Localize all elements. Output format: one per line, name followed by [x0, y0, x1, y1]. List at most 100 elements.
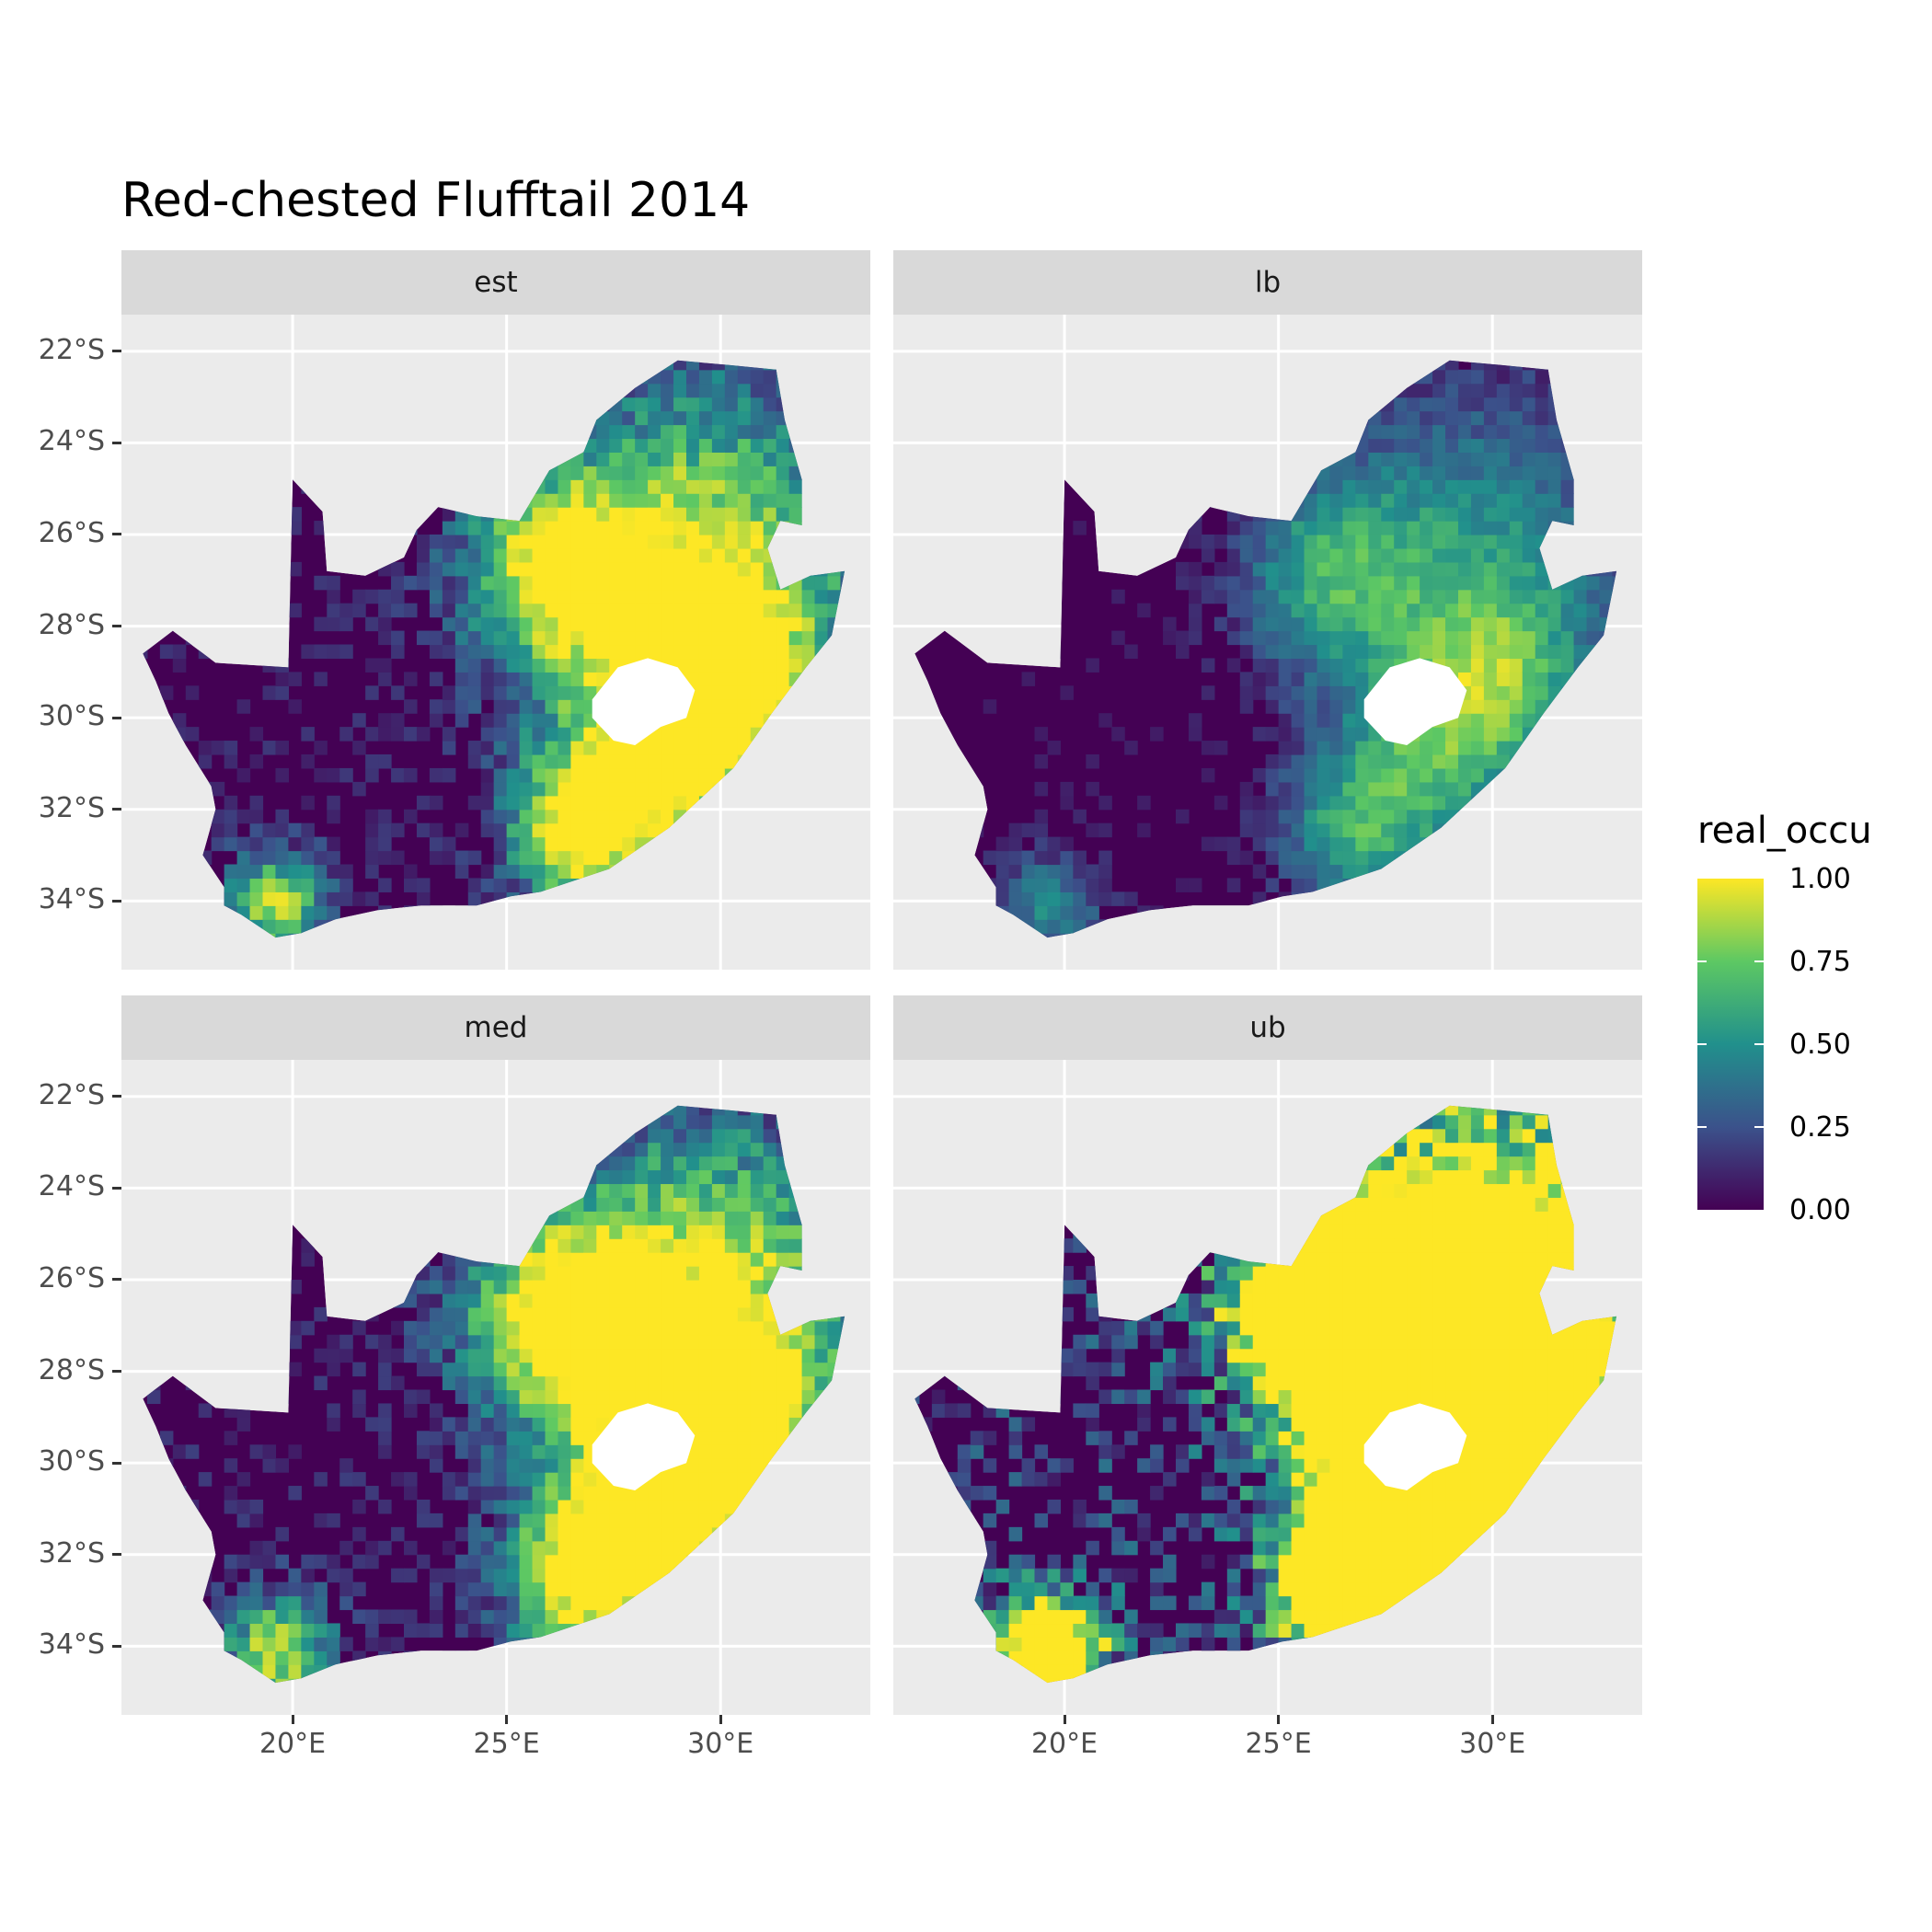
- raster-cell: [673, 1609, 687, 1625]
- raster-cell: [301, 360, 315, 371]
- raster-cell: [391, 603, 405, 618]
- raster-cell: [1586, 713, 1601, 728]
- raster-cell: [685, 1512, 700, 1528]
- raster-cell: [840, 466, 845, 480]
- raster-cell: [1612, 630, 1617, 646]
- raster-cell: [1226, 850, 1241, 866]
- raster-cell: [558, 1637, 571, 1651]
- raster-cell: [931, 1142, 946, 1157]
- raster-cell: [1368, 616, 1382, 632]
- raster-cell: [827, 1540, 842, 1556]
- raster-cell: [1239, 547, 1254, 563]
- raster-cell: [801, 1211, 816, 1225]
- raster-cell: [737, 1581, 752, 1597]
- raster-cell: [648, 603, 661, 618]
- raster-cell: [1188, 878, 1202, 892]
- raster-cell: [622, 1306, 636, 1322]
- raster-cell: [698, 1211, 713, 1225]
- raster-cell: [1407, 575, 1420, 591]
- raster-cell: [1317, 521, 1331, 535]
- raster-cell: [1586, 521, 1601, 535]
- raster-cell: [763, 781, 777, 797]
- raster-cell: [1329, 767, 1343, 783]
- raster-cell: [339, 1183, 353, 1198]
- raster-cell: [673, 1472, 687, 1487]
- raster-cell: [1612, 836, 1617, 852]
- raster-cell: [1239, 507, 1254, 522]
- raster-cell: [249, 1540, 264, 1556]
- raster-cell: [1483, 767, 1498, 783]
- raster-cell: [853, 1541, 867, 1556]
- raster-cell: [724, 1499, 739, 1514]
- raster-cell: [853, 1280, 867, 1294]
- raster-cell: [570, 753, 584, 769]
- raster-cell: [1086, 822, 1099, 838]
- raster-cell: [685, 466, 700, 480]
- raster-cell: [570, 1472, 584, 1487]
- raster-cell: [250, 342, 264, 357]
- raster-cell: [493, 452, 508, 466]
- raster-cell: [827, 369, 842, 385]
- raster-cell: [840, 493, 845, 508]
- raster-cell: [673, 1637, 687, 1651]
- raster-cell: [1342, 424, 1356, 440]
- raster-cell: [173, 1087, 187, 1102]
- raster-cell: [442, 616, 456, 632]
- raster-cell: [827, 1431, 842, 1445]
- raster-cell: [711, 1238, 726, 1253]
- raster-cell: [480, 1581, 495, 1597]
- raster-cell: [1625, 796, 1639, 811]
- raster-cell: [275, 878, 290, 892]
- raster-cell: [1522, 850, 1536, 866]
- raster-cell: [506, 781, 521, 797]
- raster-cell: [1457, 933, 1472, 938]
- raster-cell: [931, 727, 946, 742]
- raster-cell: [840, 1637, 845, 1651]
- raster-cell: [1175, 507, 1190, 522]
- raster-cell: [827, 397, 842, 412]
- raster-cell: [454, 479, 469, 494]
- raster-cell: [583, 878, 597, 892]
- raster-cell: [1432, 383, 1446, 398]
- raster-cell: [1291, 575, 1305, 591]
- raster-cell: [352, 507, 366, 522]
- raster-cell: [853, 644, 867, 659]
- raster-cell: [724, 1609, 739, 1625]
- raster-cell: [918, 1128, 933, 1144]
- raster-cell: [1599, 741, 1614, 755]
- raster-cell: [327, 1678, 340, 1684]
- raster-cell: [635, 561, 649, 577]
- raster-cell: [673, 1375, 687, 1391]
- raster-cell: [1573, 741, 1588, 755]
- raster-cell: [801, 1609, 816, 1625]
- raster-cell: [519, 795, 534, 811]
- raster-cell: [814, 1417, 829, 1432]
- raster-cell: [391, 1320, 405, 1336]
- raster-cell: [506, 534, 521, 549]
- raster-cell: [1420, 410, 1433, 426]
- raster-cell: [532, 360, 546, 371]
- raster-cell: [275, 1526, 290, 1542]
- raster-cell: [1432, 452, 1446, 466]
- raster-cell: [763, 547, 777, 563]
- raster-cell: [314, 850, 328, 866]
- raster-cell: [1483, 424, 1498, 440]
- raster-cell: [467, 466, 482, 480]
- raster-cell: [454, 561, 469, 577]
- raster-cell: [519, 1444, 534, 1459]
- raster-cell: [763, 1554, 777, 1570]
- raster-cell: [1034, 438, 1049, 453]
- raster-cell: [1163, 521, 1177, 535]
- raster-cell: [1304, 741, 1318, 755]
- raster-cell: [442, 561, 456, 577]
- raster-cell: [172, 1238, 187, 1253]
- raster-cell: [429, 1431, 443, 1445]
- raster-cell: [1509, 864, 1524, 880]
- raster-cell: [288, 905, 302, 920]
- raster-cell: [609, 1306, 623, 1322]
- raster-cell: [1509, 360, 1524, 371]
- raster-cell: [493, 878, 508, 892]
- raster-cell: [1265, 383, 1280, 398]
- raster-cell: [661, 507, 674, 522]
- raster-cell: [698, 1105, 713, 1116]
